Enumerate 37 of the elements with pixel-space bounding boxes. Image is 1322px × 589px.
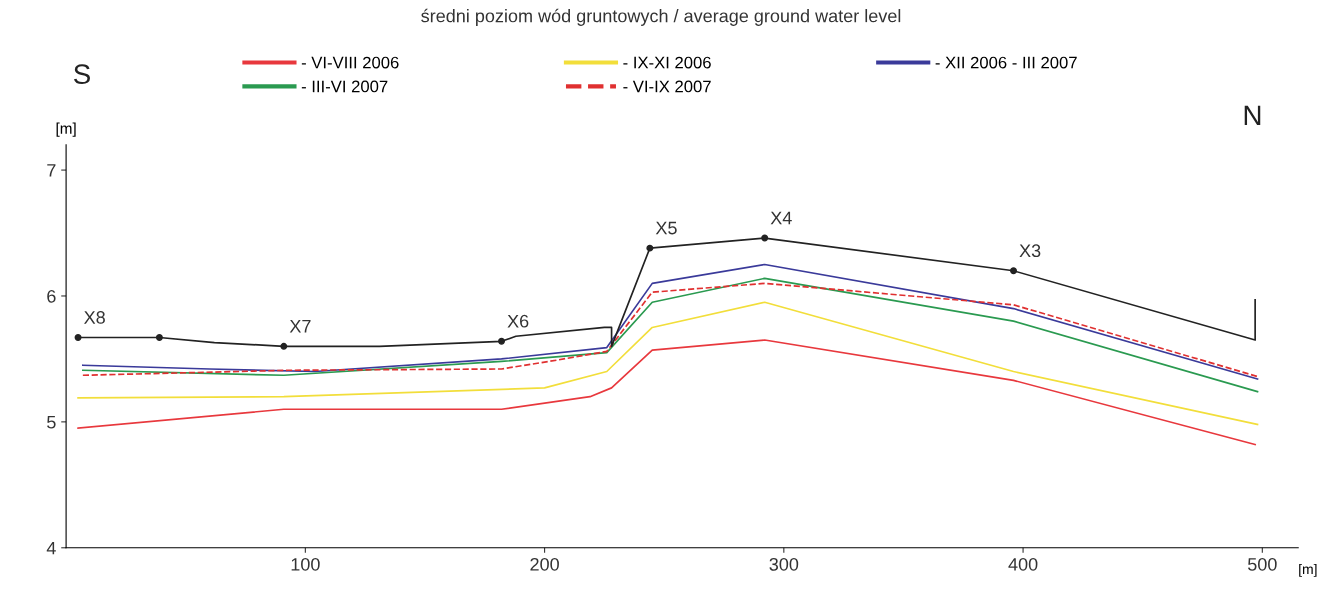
chart-title: średni poziom wód gruntowych / average ground water level	[421, 8, 901, 26]
x-tick-label: 200	[530, 557, 559, 571]
legend-label: - XII 2006 - III 2007	[935, 56, 1077, 69]
y-tick-label: 6	[47, 289, 56, 303]
point	[280, 342, 288, 350]
annotation: X3	[1019, 244, 1041, 258]
x-tick-label: 500	[1247, 557, 1277, 571]
point	[155, 334, 163, 341]
annotation: X5	[655, 221, 677, 235]
legend-label: - III-VI 2007	[301, 80, 388, 93]
x-tick-label: 300	[769, 557, 799, 571]
line-series	[82, 282, 1259, 378]
point	[74, 334, 82, 341]
y-tick-label: 4	[46, 541, 56, 555]
legend-label: - VI-IX 2007	[623, 80, 711, 93]
text: N	[1244, 105, 1261, 125]
y-tick-label: 7	[47, 164, 56, 177]
y-axis-title: [m]	[56, 122, 76, 137]
y-tick-label: 5	[47, 415, 56, 429]
point	[1010, 267, 1017, 275]
x-axis-title: [m]	[1299, 563, 1317, 577]
line-series	[77, 301, 1259, 426]
x-tick-label: 100	[291, 557, 320, 571]
point	[646, 244, 654, 252]
legend-label: - IX-XI 2006	[623, 56, 711, 69]
point	[761, 234, 769, 242]
line-series	[77, 339, 1256, 446]
line-series	[82, 277, 1259, 393]
annotation: X6	[507, 314, 529, 328]
text: S	[73, 64, 90, 85]
line-series	[82, 263, 1259, 380]
annotation: X8	[84, 311, 105, 324]
point	[498, 337, 505, 345]
annotation: X4	[770, 211, 792, 225]
legend-label: - VI-VIII 2006	[301, 56, 399, 69]
x-tick-label: 400	[1008, 557, 1038, 571]
annotation: X7	[289, 320, 311, 333]
